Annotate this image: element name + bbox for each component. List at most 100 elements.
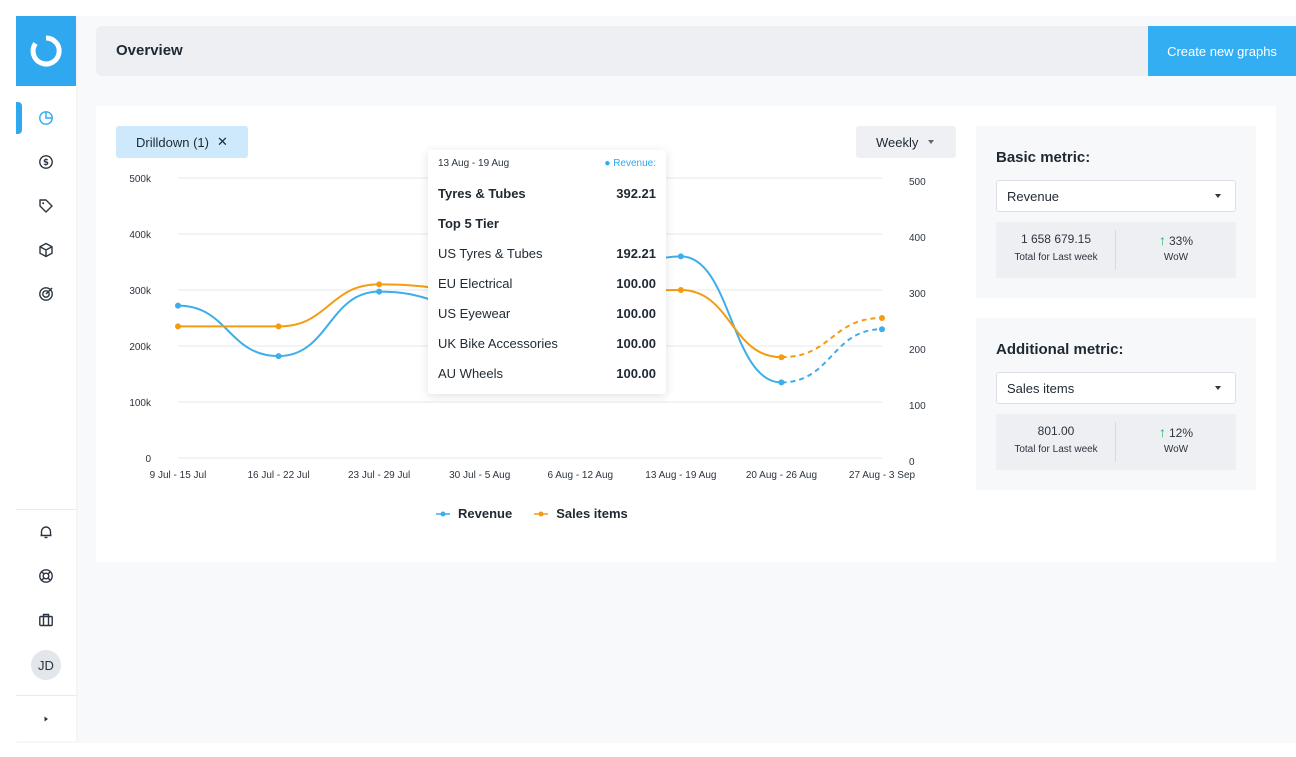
- y-right-tick-label: 0: [909, 457, 915, 468]
- period-label: Weekly: [876, 134, 919, 150]
- y-right-tick-label: 500: [909, 177, 926, 188]
- basic-metric-change: ↑ 33% WoW: [1116, 222, 1236, 278]
- sidebar-item-products[interactable]: [16, 233, 76, 267]
- sidebar-item-notifications[interactable]: [16, 515, 76, 549]
- basic-metric-card: Basic metric: Revenue 1 658 679.15 Total…: [976, 126, 1256, 298]
- tooltip-period: 13 Aug - 19 Aug: [438, 158, 510, 169]
- tooltip-row: Top 5 Tier: [438, 216, 656, 231]
- sidebar-expand-button[interactable]: [16, 702, 76, 736]
- chevron-down-icon: [1215, 194, 1221, 198]
- sidebar-item-support[interactable]: [16, 559, 76, 593]
- x-tick-label: 30 Jul - 5 Aug: [449, 470, 510, 481]
- tooltip-row-value: 100.00: [616, 276, 656, 291]
- data-point[interactable]: [376, 288, 383, 295]
- data-point[interactable]: [376, 281, 383, 288]
- data-point[interactable]: [879, 326, 885, 333]
- drilldown-chip[interactable]: Drilldown (1) ✕: [116, 126, 248, 158]
- legend-item-sales-items[interactable]: Sales items: [534, 506, 628, 521]
- target-icon: [39, 287, 53, 301]
- tag-icon: [39, 199, 53, 213]
- tooltip-row: AU Wheels 100.00: [438, 366, 656, 381]
- avatar[interactable]: JD: [31, 650, 61, 680]
- change-label: WoW: [1163, 252, 1189, 263]
- total-label: Total for Last week: [1014, 252, 1098, 263]
- data-point[interactable]: [879, 315, 885, 321]
- series-projection-sales-items: [781, 317, 883, 359]
- tooltip-row-label: Top 5 Tier: [438, 216, 499, 231]
- sidebar-item-work[interactable]: [16, 603, 76, 637]
- tooltip-row: US Eyewear 100.00: [438, 306, 656, 321]
- tooltip-row-label: EU Electrical: [438, 276, 513, 291]
- sidebar-item-goals[interactable]: [16, 277, 76, 311]
- additional-metric-total: 801.00 Total for Last week: [996, 414, 1116, 470]
- tooltip-row-label: US Eyewear: [438, 306, 511, 321]
- chart-tooltip: 13 Aug - 19 Aug ● Revenue: Tyres & Tubes…: [428, 150, 666, 394]
- close-icon[interactable]: ✕: [216, 134, 228, 149]
- sidebar-item-overview[interactable]: [16, 101, 76, 135]
- additional-metric-card: Additional metric: Sales items 801.00 To…: [976, 318, 1256, 490]
- tooltip-series-label: Revenue:: [613, 158, 656, 169]
- sidebar: $: [16, 16, 76, 741]
- y-left-tick-label: 500k: [129, 174, 152, 185]
- change-value: 33%: [1168, 234, 1194, 248]
- dollar-circle-icon: $: [39, 155, 53, 169]
- x-tick-label: 16 Jul - 22 Jul: [247, 470, 309, 481]
- y-left-tick-label: 100k: [129, 398, 152, 409]
- create-new-graphs-button[interactable]: Create new graphs: [1148, 26, 1296, 76]
- data-point[interactable]: [175, 302, 181, 309]
- page-header: Overview: [96, 26, 1148, 76]
- x-tick-label: 13 Aug - 19 Aug: [645, 470, 716, 481]
- chart-legend: Revenue Sales items: [436, 506, 628, 521]
- tooltip-row-label: UK Bike Accessories: [438, 336, 558, 351]
- total-label: Total for Last week: [1014, 444, 1098, 455]
- tooltip-row: UK Bike Accessories 100.00: [438, 336, 656, 351]
- sidebar-item-revenue[interactable]: $: [16, 145, 76, 179]
- basic-metric-title: Basic metric:: [996, 149, 1091, 166]
- bell-icon: [40, 526, 52, 539]
- stats-divider: [1115, 230, 1116, 270]
- page-title: Overview: [116, 42, 183, 59]
- x-tick-label: 20 Aug - 26 Aug: [746, 470, 817, 481]
- x-tick-label: 23 Jul - 29 Jul: [348, 470, 410, 481]
- sidebar-item-tags[interactable]: [16, 189, 76, 223]
- y-left-tick-label: 400k: [129, 230, 152, 241]
- data-point[interactable]: [778, 379, 785, 386]
- pie-chart-icon: [39, 111, 53, 125]
- tooltip-header: 13 Aug - 19 Aug ● Revenue:: [438, 158, 656, 169]
- data-point[interactable]: [275, 323, 282, 330]
- data-point[interactable]: [175, 323, 181, 330]
- basic-metric-stats: 1 658 679.15 Total for Last week ↑ 33% Wo…: [996, 222, 1236, 278]
- data-point[interactable]: [275, 353, 282, 360]
- y-right-tick-label: 100: [909, 401, 926, 412]
- x-tick-label: 9 Jul - 15 Jul: [150, 470, 207, 481]
- tooltip-row: EU Electrical 100.00: [438, 276, 656, 291]
- basic-metric-select[interactable]: Revenue: [996, 180, 1236, 212]
- logo[interactable]: [16, 16, 76, 86]
- total-value: 1 658 679.15: [1020, 232, 1092, 246]
- x-tick-label: 6 Aug - 12 Aug: [547, 470, 613, 481]
- data-point[interactable]: [677, 287, 684, 293]
- legend-swatch-revenue: [436, 511, 450, 516]
- tooltip-series: ● Revenue:: [604, 158, 656, 169]
- sidebar-divider: [16, 695, 76, 696]
- tooltip-row-value: 192.21: [616, 246, 656, 261]
- legend-item-revenue[interactable]: Revenue: [436, 506, 512, 521]
- data-point[interactable]: [778, 354, 785, 361]
- additional-metric-change: ↑ 12% WoW: [1116, 414, 1236, 470]
- additional-metric-select[interactable]: Sales items: [996, 372, 1236, 404]
- stats-divider: [1115, 422, 1116, 462]
- legend-label: Sales items: [556, 506, 628, 521]
- basic-metric-selected: Revenue: [1007, 188, 1060, 204]
- sidebar-divider: [16, 509, 76, 510]
- y-right-tick-label: 300: [909, 289, 926, 300]
- y-left-tick-label: 0: [145, 454, 151, 465]
- chevron-down-icon: [1215, 386, 1221, 390]
- period-dropdown[interactable]: Weekly: [856, 126, 956, 158]
- additional-metric-stats: 801.00 Total for Last week ↑ 12% WoW: [996, 414, 1236, 470]
- tooltip-row-value: 392.21: [616, 186, 656, 201]
- tooltip-row-value: 100.00: [616, 306, 656, 321]
- caret-right-icon: [44, 716, 48, 722]
- data-point[interactable]: [677, 253, 684, 260]
- tooltip-row-label: US Tyres & Tubes: [438, 246, 543, 261]
- svg-text:$: $: [43, 158, 49, 168]
